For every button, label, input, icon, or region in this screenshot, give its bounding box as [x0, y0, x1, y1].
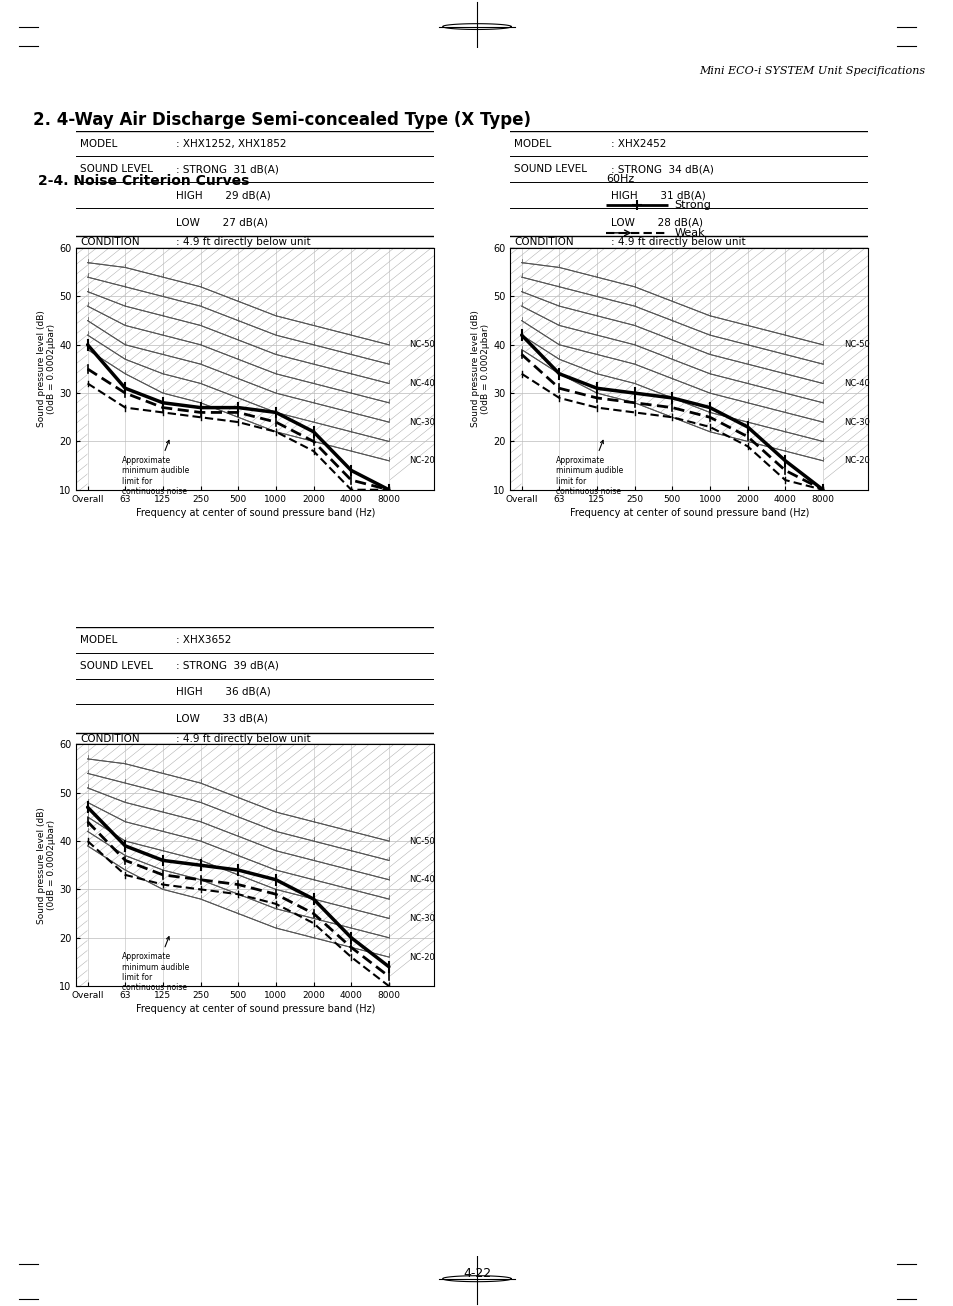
- Text: 4: 4: [7, 697, 20, 716]
- Text: 4-22: 4-22: [462, 1267, 491, 1280]
- Text: NC-20: NC-20: [409, 952, 435, 961]
- Text: NC-40: NC-40: [409, 875, 435, 884]
- Text: : STRONG  31 dB(A): : STRONG 31 dB(A): [176, 165, 279, 175]
- Text: : XHX1252, XHX1852: : XHX1252, XHX1852: [176, 138, 287, 149]
- Text: HIGH       36 dB(A): HIGH 36 dB(A): [176, 687, 271, 696]
- Text: LOW       28 dB(A): LOW 28 dB(A): [610, 217, 701, 227]
- Text: HIGH       29 dB(A): HIGH 29 dB(A): [176, 191, 271, 200]
- Text: MODEL: MODEL: [80, 138, 117, 149]
- Text: NC-50: NC-50: [409, 837, 435, 845]
- Text: Approximate
minimum audible
limit for
continuous noise: Approximate minimum audible limit for co…: [121, 936, 189, 993]
- Text: : 4.9 ft directly below unit: : 4.9 ft directly below unit: [610, 238, 744, 247]
- Text: : STRONG  34 dB(A): : STRONG 34 dB(A): [610, 165, 713, 175]
- Text: : STRONG  39 dB(A): : STRONG 39 dB(A): [176, 661, 279, 671]
- X-axis label: Frequency at center of sound pressure band (Hz): Frequency at center of sound pressure ba…: [135, 508, 375, 517]
- Text: NC-40: NC-40: [409, 379, 435, 388]
- Text: SOUND LEVEL: SOUND LEVEL: [80, 661, 152, 671]
- Text: : 4.9 ft directly below unit: : 4.9 ft directly below unit: [176, 238, 311, 247]
- Text: SOUND LEVEL: SOUND LEVEL: [80, 165, 152, 175]
- Y-axis label: Sound pressure level (dB)
(0dB = 0.0002μbar): Sound pressure level (dB) (0dB = 0.0002μ…: [37, 311, 56, 427]
- Text: MODEL: MODEL: [514, 138, 551, 149]
- Text: 60Hz: 60Hz: [605, 174, 634, 184]
- Text: Weak: Weak: [674, 227, 704, 238]
- Y-axis label: Sound pressure level (dB)
(0dB = 0.0002μbar): Sound pressure level (dB) (0dB = 0.0002μ…: [471, 311, 490, 427]
- Text: MODEL: MODEL: [80, 635, 117, 645]
- Text: Approximate
minimum audible
limit for
continuous noise: Approximate minimum audible limit for co…: [121, 440, 189, 496]
- Text: NC-30: NC-30: [409, 914, 435, 923]
- Text: CONDITION: CONDITION: [514, 238, 573, 247]
- Text: : XHX3652: : XHX3652: [176, 635, 232, 645]
- X-axis label: Frequency at center of sound pressure band (Hz): Frequency at center of sound pressure ba…: [569, 508, 808, 517]
- Text: NC-30: NC-30: [409, 418, 435, 427]
- Text: Mini ECO-i SYSTEM Unit Specifications: Mini ECO-i SYSTEM Unit Specifications: [699, 65, 924, 76]
- Text: Strong: Strong: [674, 200, 711, 210]
- Text: NC-20: NC-20: [842, 456, 868, 465]
- Text: 2. 4-Way Air Discharge Semi-concealed Type (X Type): 2. 4-Way Air Discharge Semi-concealed Ty…: [33, 111, 531, 129]
- Text: HIGH       31 dB(A): HIGH 31 dB(A): [610, 191, 704, 200]
- Text: NC-20: NC-20: [409, 456, 435, 465]
- Text: LOW       33 dB(A): LOW 33 dB(A): [176, 713, 268, 724]
- Y-axis label: Sound pressure level (dB)
(0dB = 0.0002μbar): Sound pressure level (dB) (0dB = 0.0002μ…: [37, 807, 56, 923]
- Text: CONDITION: CONDITION: [80, 238, 139, 247]
- Text: NC-30: NC-30: [842, 418, 868, 427]
- Text: CONDITION: CONDITION: [80, 734, 139, 743]
- Text: NC-50: NC-50: [842, 341, 868, 349]
- Text: 2-4. Noise Criterion Curves: 2-4. Noise Criterion Curves: [38, 174, 250, 188]
- Text: : XHX2452: : XHX2452: [610, 138, 665, 149]
- Text: Approximate
minimum audible
limit for
continuous noise: Approximate minimum audible limit for co…: [555, 440, 622, 496]
- Text: SOUND LEVEL: SOUND LEVEL: [514, 165, 586, 175]
- Text: LOW       27 dB(A): LOW 27 dB(A): [176, 217, 268, 227]
- Text: NC-40: NC-40: [842, 379, 868, 388]
- X-axis label: Frequency at center of sound pressure band (Hz): Frequency at center of sound pressure ba…: [135, 1004, 375, 1013]
- Text: NC-50: NC-50: [409, 341, 435, 349]
- Text: : 4.9 ft directly below unit: : 4.9 ft directly below unit: [176, 734, 311, 743]
